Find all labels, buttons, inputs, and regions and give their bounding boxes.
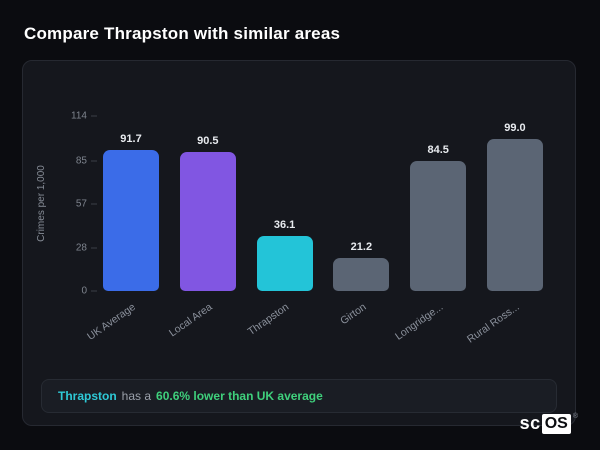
y-tick-mark <box>91 247 97 249</box>
bar-slot: 36.1 Thrapston <box>246 116 313 338</box>
x-axis-label: Rural Ross... <box>465 301 522 346</box>
bar-longridge[interactable] <box>410 161 467 291</box>
bar-value-label: 90.5 <box>197 135 219 148</box>
y-tick-mark <box>91 203 97 204</box>
y-tick: 0 <box>81 286 97 297</box>
registered-mark-icon: ® <box>572 413 578 420</box>
bar-value-label: 36.1 <box>273 218 296 231</box>
bar-slot: 99.0 Rural Ross... <box>465 116 543 346</box>
logo-suffix: OS <box>541 414 571 434</box>
bar-value-label: 84.5 <box>427 144 449 157</box>
bar-value-label: 99.0 <box>504 122 526 135</box>
logo-prefix: sc <box>519 413 541 433</box>
x-axis-label: Girton <box>337 301 369 328</box>
y-tick-mark <box>91 290 97 292</box>
y-axis: 0 28 57 85 114 <box>53 111 97 297</box>
bar-uk-average[interactable] <box>103 150 159 291</box>
bar-local-area[interactable] <box>179 152 236 291</box>
bar-slot: 90.5 Local Area <box>167 116 236 339</box>
bar-rural-ross[interactable] <box>486 139 543 291</box>
y-tick-label: 28 <box>75 242 87 254</box>
summary-middle: has a <box>121 389 152 403</box>
y-tick-label: 57 <box>75 198 87 209</box>
y-tick-label: 0 <box>81 285 87 297</box>
bar-slot: 84.5 Longridge... <box>393 116 467 343</box>
bar-thrapston[interactable] <box>256 235 313 291</box>
bar-girton[interactable] <box>333 258 390 291</box>
y-tick: 85 <box>76 155 97 166</box>
x-axis-label: Local Area <box>167 301 215 340</box>
y-tick-mark <box>91 115 97 117</box>
y-tick: 57 <box>76 198 97 209</box>
x-axis-label: Longridge... <box>392 301 446 343</box>
y-tick: 114 <box>71 111 97 122</box>
page-title: Compare Thrapston with similar areas <box>24 24 341 43</box>
y-tick-label: 114 <box>71 110 87 122</box>
y-axis-title: Crimes per 1,000 <box>31 116 51 291</box>
y-tick-label: 85 <box>75 155 87 167</box>
bar-value-label: 91.7 <box>120 133 142 146</box>
scos-logo: sc OS ® <box>520 413 578 434</box>
y-tick-mark <box>91 160 97 162</box>
summary-banner: Thrapston has a 60.6% lower than UK aver… <box>41 379 557 413</box>
y-tick: 28 <box>76 243 97 254</box>
x-axis-label: UK Average <box>85 301 138 343</box>
summary-subject: Thrapston <box>58 389 117 403</box>
plot-area: 91.7 UK Average 90.5 Local Area 36.1 Thrapsto… <box>85 116 543 346</box>
y-axis-title-text: Crimes per 1,000 <box>35 165 47 242</box>
x-axis-label: Thrapston <box>245 301 292 338</box>
chart-card: Crimes per 1,000 0 28 57 85 114 91.7 UK Avera… <box>22 60 576 426</box>
bar-value-label: 21.2 <box>350 241 373 254</box>
bar-slot: 21.2 Girton <box>333 116 390 327</box>
summary-highlight: 60.6% lower than UK average <box>156 389 323 403</box>
bar-slot: 91.7 UK Average <box>85 116 159 343</box>
